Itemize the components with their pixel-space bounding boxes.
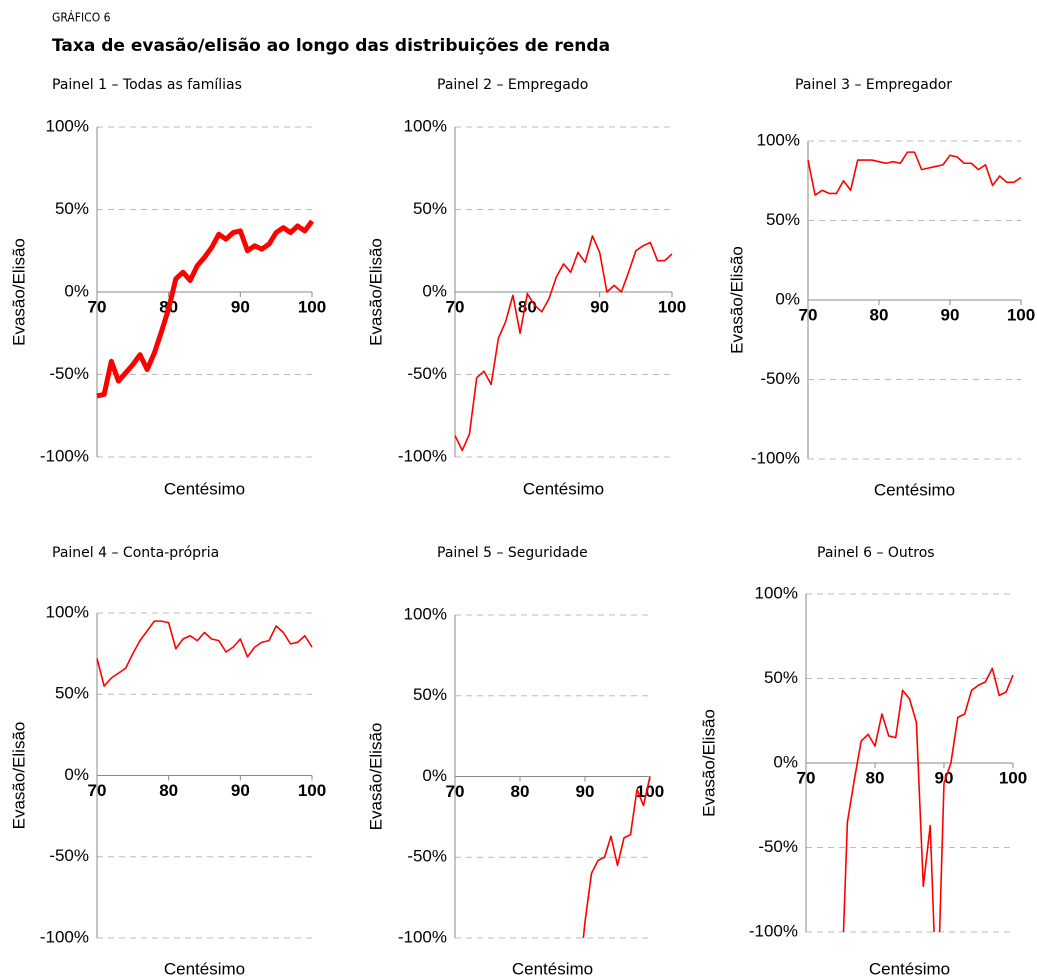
y-tick-label: -100% — [40, 927, 89, 946]
panel-title: Painel 1 – Todas as famílias — [52, 77, 242, 93]
x-axis-label: Centésimo — [869, 959, 950, 978]
x-tick-label: 90 — [231, 297, 250, 316]
x-tick-label: 70 — [88, 781, 107, 800]
y-tick-label: 0% — [775, 289, 800, 308]
x-tick-label: 100 — [658, 297, 686, 316]
y-tick-label: 100% — [755, 583, 798, 602]
y-tick-label: 100% — [46, 116, 89, 135]
y-tick-label: 0% — [422, 766, 447, 785]
figure-title: Taxa de evasão/elisão ao longo das distr… — [52, 36, 610, 56]
x-tick-label: 90 — [941, 305, 960, 324]
data-line — [842, 667, 1014, 932]
x-axis-label: Centésimo — [523, 479, 604, 498]
x-tick-label: 90 — [576, 782, 595, 801]
y-axis-label: Evasão/Elisão — [727, 246, 746, 354]
x-tick-label: 80 — [866, 768, 885, 787]
y-axis-label: Evasão/Elisão — [366, 238, 385, 346]
x-tick-label: 100 — [636, 782, 664, 801]
y-tick-label: 50% — [413, 685, 447, 704]
y-tick-label: 0% — [64, 281, 89, 300]
x-tick-label: 80 — [159, 781, 178, 800]
y-tick-label: 50% — [55, 199, 89, 218]
data-line — [96, 620, 313, 687]
x-tick-label: 100 — [298, 297, 326, 316]
x-tick-label: 80 — [511, 782, 530, 801]
y-tick-label: 100% — [757, 130, 800, 149]
y-tick-label: -50% — [407, 364, 447, 383]
y-tick-label: 50% — [55, 684, 89, 703]
x-tick-label: 70 — [799, 305, 818, 324]
x-tick-label: 80 — [870, 305, 889, 324]
y-axis-label: Evasão/Elisão — [9, 722, 28, 830]
y-tick-label: -50% — [760, 369, 800, 388]
x-tick-label: 90 — [590, 297, 609, 316]
y-axis-label: Evasão/Elisão — [9, 238, 28, 346]
figure-kicker: GRÁFICO 6 — [52, 10, 111, 25]
y-tick-label: 50% — [413, 199, 447, 218]
panel-title: Painel 4 – Conta-própria — [52, 545, 219, 561]
x-axis-label: Centésimo — [164, 479, 245, 498]
y-tick-label: -50% — [49, 364, 89, 383]
y-tick-label: 50% — [766, 210, 800, 229]
y-tick-label: 100% — [46, 602, 89, 621]
x-tick-label: 100 — [298, 781, 326, 800]
panel-title: Painel 5 – Seguridade — [437, 545, 588, 561]
y-tick-label: -50% — [407, 847, 447, 866]
x-tick-label: 80 — [518, 297, 537, 316]
y-tick-label: 50% — [764, 668, 798, 687]
y-tick-label: 100% — [404, 604, 447, 623]
x-tick-label: 70 — [446, 297, 465, 316]
x-tick-label: 90 — [935, 768, 954, 787]
x-tick-label: 90 — [231, 781, 250, 800]
x-axis-label: Centésimo — [874, 480, 955, 499]
y-tick-label: -100% — [398, 927, 447, 946]
y-tick-label: -100% — [751, 448, 800, 467]
panel-title: Painel 2 – Empregado — [437, 77, 588, 93]
y-tick-label: -100% — [40, 446, 89, 465]
x-tick-label: 100 — [1007, 305, 1035, 324]
panel-title: Painel 6 – Outros — [817, 545, 935, 561]
x-tick-label: 70 — [88, 297, 107, 316]
y-axis-label: Evasão/Elisão — [366, 723, 385, 831]
y-tick-label: -50% — [758, 837, 798, 856]
x-tick-label: 70 — [446, 782, 465, 801]
x-tick-label: 100 — [999, 768, 1027, 787]
y-tick-label: -100% — [398, 446, 447, 465]
x-tick-label: 70 — [797, 768, 816, 787]
x-axis-label: Centésimo — [512, 959, 593, 978]
y-tick-label: -50% — [49, 846, 89, 865]
y-tick-label: -100% — [749, 921, 798, 940]
panel-title: Painel 3 – Empregador — [795, 77, 952, 93]
data-line — [454, 235, 673, 452]
y-tick-label: 0% — [773, 752, 798, 771]
data-line — [582, 776, 651, 938]
data-line — [807, 151, 1022, 196]
data-line — [96, 219, 315, 399]
x-axis-label: Centésimo — [164, 959, 245, 978]
y-tick-label: 0% — [64, 765, 89, 784]
y-tick-label: 0% — [422, 281, 447, 300]
y-tick-label: 100% — [404, 116, 447, 135]
y-axis-label: Evasão/Elisão — [699, 709, 718, 817]
